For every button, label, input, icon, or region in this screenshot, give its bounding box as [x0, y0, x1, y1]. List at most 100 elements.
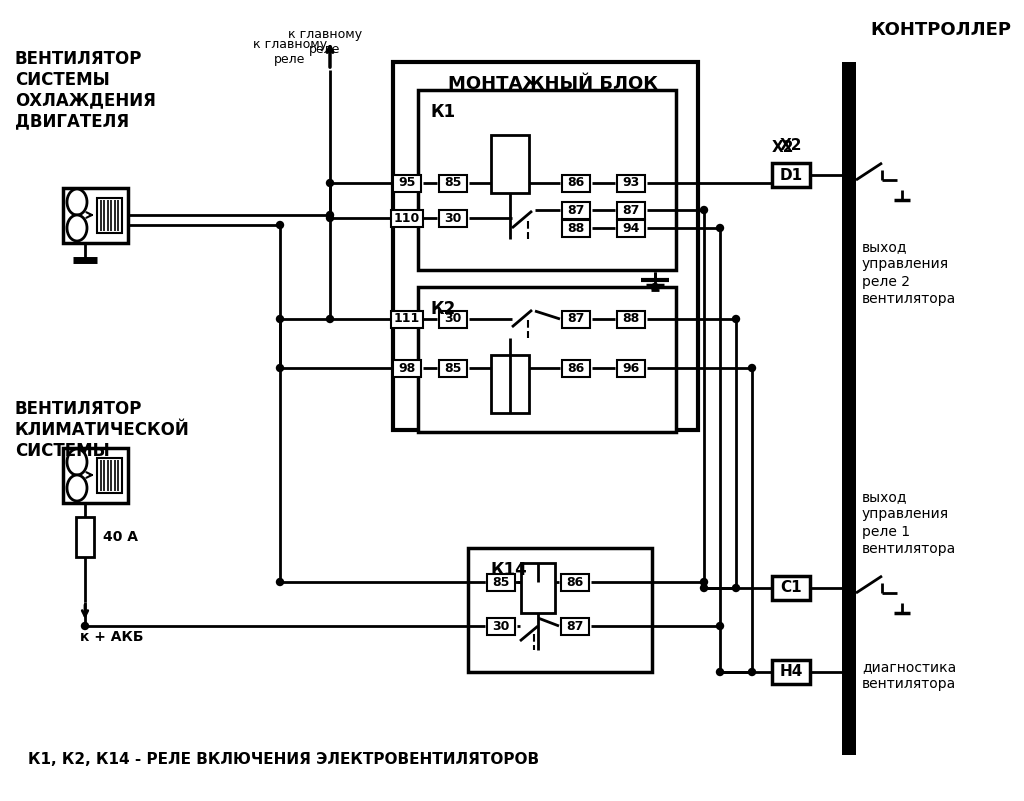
Circle shape: [327, 316, 334, 323]
Bar: [562, 219, 590, 236]
Bar: [76, 517, 94, 557]
Bar: [391, 210, 423, 227]
Bar: [562, 202, 590, 219]
Bar: [418, 287, 676, 432]
Bar: [393, 175, 421, 191]
Bar: [393, 62, 698, 430]
Text: выход
управления
реле 1
вентилятора: выход управления реле 1 вентилятора: [862, 490, 956, 556]
Text: К2: К2: [430, 300, 456, 318]
Text: 85: 85: [444, 176, 462, 190]
Bar: [439, 175, 467, 191]
Bar: [562, 175, 590, 191]
Bar: [617, 360, 645, 376]
Text: 86: 86: [567, 361, 585, 375]
Bar: [562, 360, 590, 376]
Circle shape: [700, 585, 708, 591]
Text: К1: К1: [430, 103, 455, 121]
Ellipse shape: [67, 449, 87, 475]
Bar: [418, 90, 676, 270]
Bar: [772, 660, 810, 684]
Text: 86: 86: [566, 575, 584, 589]
Circle shape: [276, 222, 284, 228]
Text: D1: D1: [779, 167, 803, 183]
Bar: [617, 219, 645, 236]
Text: 96: 96: [623, 361, 640, 375]
Bar: [842, 62, 856, 755]
Bar: [617, 311, 645, 328]
Text: 87: 87: [623, 203, 640, 216]
Text: 87: 87: [566, 619, 584, 633]
Ellipse shape: [67, 215, 87, 241]
Bar: [561, 574, 589, 590]
Circle shape: [717, 622, 724, 630]
Circle shape: [717, 669, 724, 675]
Circle shape: [276, 316, 284, 323]
Bar: [391, 311, 423, 328]
Bar: [617, 175, 645, 191]
Text: 98: 98: [398, 361, 416, 375]
Text: К1, К2, К14 - РЕЛЕ ВКЛЮЧЕНИЯ ЭЛЕКТРОВЕНТИЛЯТОРОВ: К1, К2, К14 - РЕЛЕ ВКЛЮЧЕНИЯ ЭЛЕКТРОВЕНТ…: [28, 752, 539, 767]
Text: ВЕНТИЛЯТОР
СИСТЕМЫ
ОХЛАЖДЕНИЯ
ДВИГАТЕЛЯ: ВЕНТИЛЯТОР СИСТЕМЫ ОХЛАЖДЕНИЯ ДВИГАТЕЛЯ: [15, 50, 156, 131]
Text: диагностика
вентилятора: диагностика вентилятора: [862, 660, 956, 691]
Ellipse shape: [67, 189, 87, 215]
Text: 93: 93: [623, 176, 640, 190]
Bar: [490, 355, 529, 413]
Bar: [97, 198, 122, 233]
Circle shape: [82, 622, 88, 630]
Circle shape: [749, 364, 756, 372]
Circle shape: [732, 316, 739, 323]
Text: 87: 87: [567, 312, 585, 325]
Circle shape: [700, 207, 708, 214]
Text: 110: 110: [394, 211, 420, 224]
Bar: [97, 458, 122, 493]
Bar: [439, 311, 467, 328]
Circle shape: [276, 578, 284, 586]
Text: 86: 86: [567, 176, 585, 190]
Text: С1: С1: [780, 581, 802, 595]
Circle shape: [327, 215, 334, 222]
Bar: [63, 188, 128, 243]
Text: К14: К14: [490, 561, 526, 579]
Text: Н4: Н4: [779, 665, 803, 679]
Bar: [439, 210, 467, 227]
Text: выход
управления
реле 2
вентилятора: выход управления реле 2 вентилятора: [862, 240, 956, 306]
Text: к главному
реле: к главному реле: [288, 28, 362, 56]
Bar: [562, 311, 590, 328]
Text: 30: 30: [444, 211, 462, 224]
Bar: [561, 618, 589, 634]
Bar: [63, 448, 128, 503]
Text: 88: 88: [567, 222, 585, 235]
Text: 87: 87: [567, 203, 585, 216]
Text: 40 А: 40 А: [103, 530, 138, 544]
Bar: [490, 135, 529, 193]
Text: 85: 85: [444, 361, 462, 375]
Text: 88: 88: [623, 312, 640, 325]
Circle shape: [651, 284, 658, 291]
Text: Х2: Х2: [772, 140, 795, 155]
Circle shape: [327, 179, 334, 187]
Text: 85: 85: [493, 575, 510, 589]
Bar: [439, 360, 467, 376]
Text: 111: 111: [394, 312, 420, 325]
Bar: [521, 563, 555, 613]
Circle shape: [717, 224, 724, 231]
Text: ВЕНТИЛЯТОР
КЛИМАТИЧЕСКОЙ
СИСТЕМЫ: ВЕНТИЛЯТОР КЛИМАТИЧЕСКОЙ СИСТЕМЫ: [15, 400, 189, 460]
Circle shape: [749, 669, 756, 675]
Text: к + АКБ: к + АКБ: [80, 630, 143, 644]
Ellipse shape: [67, 475, 87, 501]
Circle shape: [732, 585, 739, 591]
Text: 94: 94: [623, 222, 640, 235]
Text: 30: 30: [444, 312, 462, 325]
Text: 95: 95: [398, 176, 416, 190]
Circle shape: [700, 578, 708, 586]
Text: КОНТРОЛЛЕР: КОНТРОЛЛЕР: [870, 21, 1011, 39]
Bar: [772, 163, 810, 187]
Bar: [487, 574, 515, 590]
Text: 30: 30: [493, 619, 510, 633]
Text: Х2: Х2: [780, 138, 803, 153]
Circle shape: [276, 364, 284, 372]
Bar: [468, 548, 652, 672]
Circle shape: [327, 211, 334, 219]
Text: МОНТАЖНЫЙ БЛОК: МОНТАЖНЫЙ БЛОК: [449, 75, 657, 93]
Bar: [772, 576, 810, 600]
